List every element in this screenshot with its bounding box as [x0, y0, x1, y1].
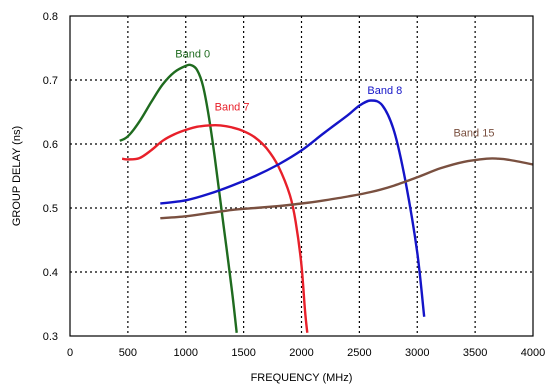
series-label-band-8: Band 8 [367, 85, 402, 97]
x-tick-label: 3000 [405, 347, 429, 359]
y-tick-label: 0.6 [43, 139, 58, 151]
x-tick-label: 2000 [289, 347, 313, 359]
x-tick-label: 0 [67, 347, 73, 359]
x-tick-label: 4000 [521, 347, 545, 359]
y-tick-label: 0.3 [43, 331, 58, 343]
series-label-band-0: Band 0 [175, 49, 210, 61]
x-tick-label: 1500 [231, 347, 255, 359]
series-lines [119, 63, 534, 333]
plot-frame [69, 15, 534, 337]
x-axis-title: FREQUENCY (MHz) [251, 372, 353, 384]
y-tick-label: 0.4 [43, 267, 58, 279]
y-axis-title: GROUP DELAY (ns) [11, 126, 23, 226]
x-tick-label: 2500 [347, 347, 371, 359]
series-line-band-8 [160, 99, 426, 317]
series-label-band-15: Band 15 [453, 127, 494, 139]
grid-lines [70, 16, 533, 336]
x-tick-label: 3500 [463, 347, 487, 359]
y-tick-label: 0.5 [43, 203, 58, 215]
x-tick-label: 500 [119, 347, 137, 359]
series-line-band-7 [121, 124, 309, 333]
series-line-band-0 [119, 63, 238, 333]
series-line-band-15 [160, 157, 534, 220]
series-labels: Band 0 Band 7 Band 8 Band 15 [175, 49, 494, 140]
y-tick-label: 0.7 [43, 75, 58, 87]
y-tick-label: 0.8 [43, 11, 58, 23]
series-label-band-7: Band 7 [215, 102, 250, 114]
tick-labels: 0 500 1000 1500 2000 2500 3000 3500 4000 0.3 0.4 0.… [43, 11, 546, 359]
x-tick-label: 1000 [174, 347, 198, 359]
